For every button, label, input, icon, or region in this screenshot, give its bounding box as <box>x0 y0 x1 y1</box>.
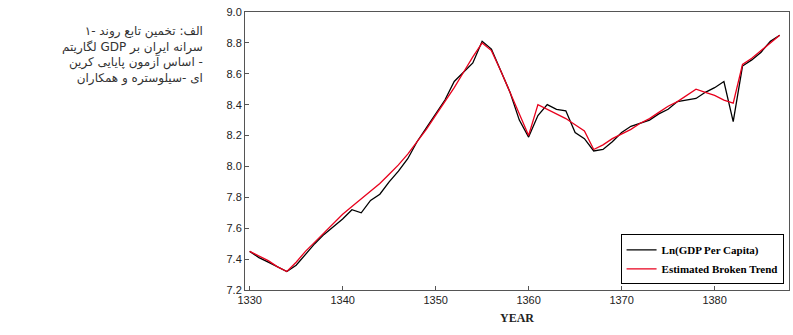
svg-text:8.6: 8.6 <box>227 68 242 80</box>
svg-text:7.6: 7.6 <box>227 222 242 234</box>
svg-text:1370: 1370 <box>609 294 633 306</box>
svg-text:8.4: 8.4 <box>227 99 242 111</box>
svg-text:7.2: 7.2 <box>227 284 242 296</box>
svg-text:8.2: 8.2 <box>227 129 242 141</box>
svg-text:7.4: 7.4 <box>227 253 242 265</box>
svg-text:۱- الف: تخمین تابع روندلگاریتم: ۱- الف: تخمین تابع روندلگاریتم GDP سرانه… <box>62 24 203 86</box>
svg-text:8.8: 8.8 <box>227 37 242 49</box>
svg-text:8.0: 8.0 <box>227 160 242 172</box>
svg-text:Ln(GDP Per Capita): Ln(GDP Per Capita) <box>662 244 759 257</box>
svg-text:1330: 1330 <box>237 294 261 306</box>
svg-text:Estimated Broken Trend: Estimated Broken Trend <box>662 263 778 275</box>
svg-text:1380: 1380 <box>702 294 726 306</box>
svg-text:YEAR: YEAR <box>500 311 534 325</box>
svg-text:9.0: 9.0 <box>227 6 242 18</box>
svg-text:1340: 1340 <box>330 294 354 306</box>
svg-text:1360: 1360 <box>516 294 540 306</box>
svg-text:7.8: 7.8 <box>227 191 242 203</box>
svg-text:1350: 1350 <box>423 294 447 306</box>
